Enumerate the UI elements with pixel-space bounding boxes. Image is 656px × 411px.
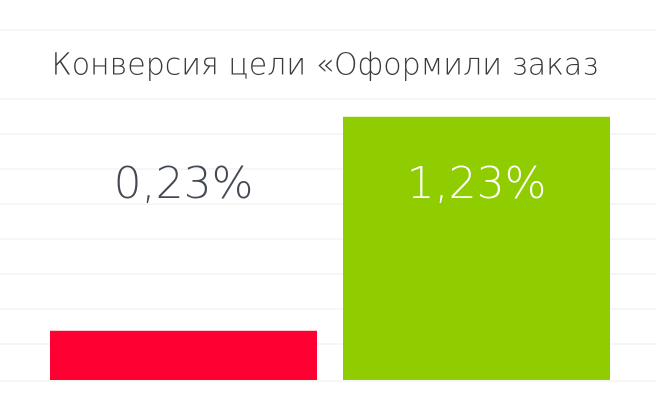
bar bbox=[50, 330, 317, 380]
background-grid bbox=[0, 29, 656, 382]
chart-title: Конверсия цели «Оформили заказ bbox=[51, 48, 598, 83]
value-label: 0,23% bbox=[114, 158, 254, 209]
bar bbox=[343, 116, 610, 380]
value-label: 1,23% bbox=[407, 158, 547, 209]
